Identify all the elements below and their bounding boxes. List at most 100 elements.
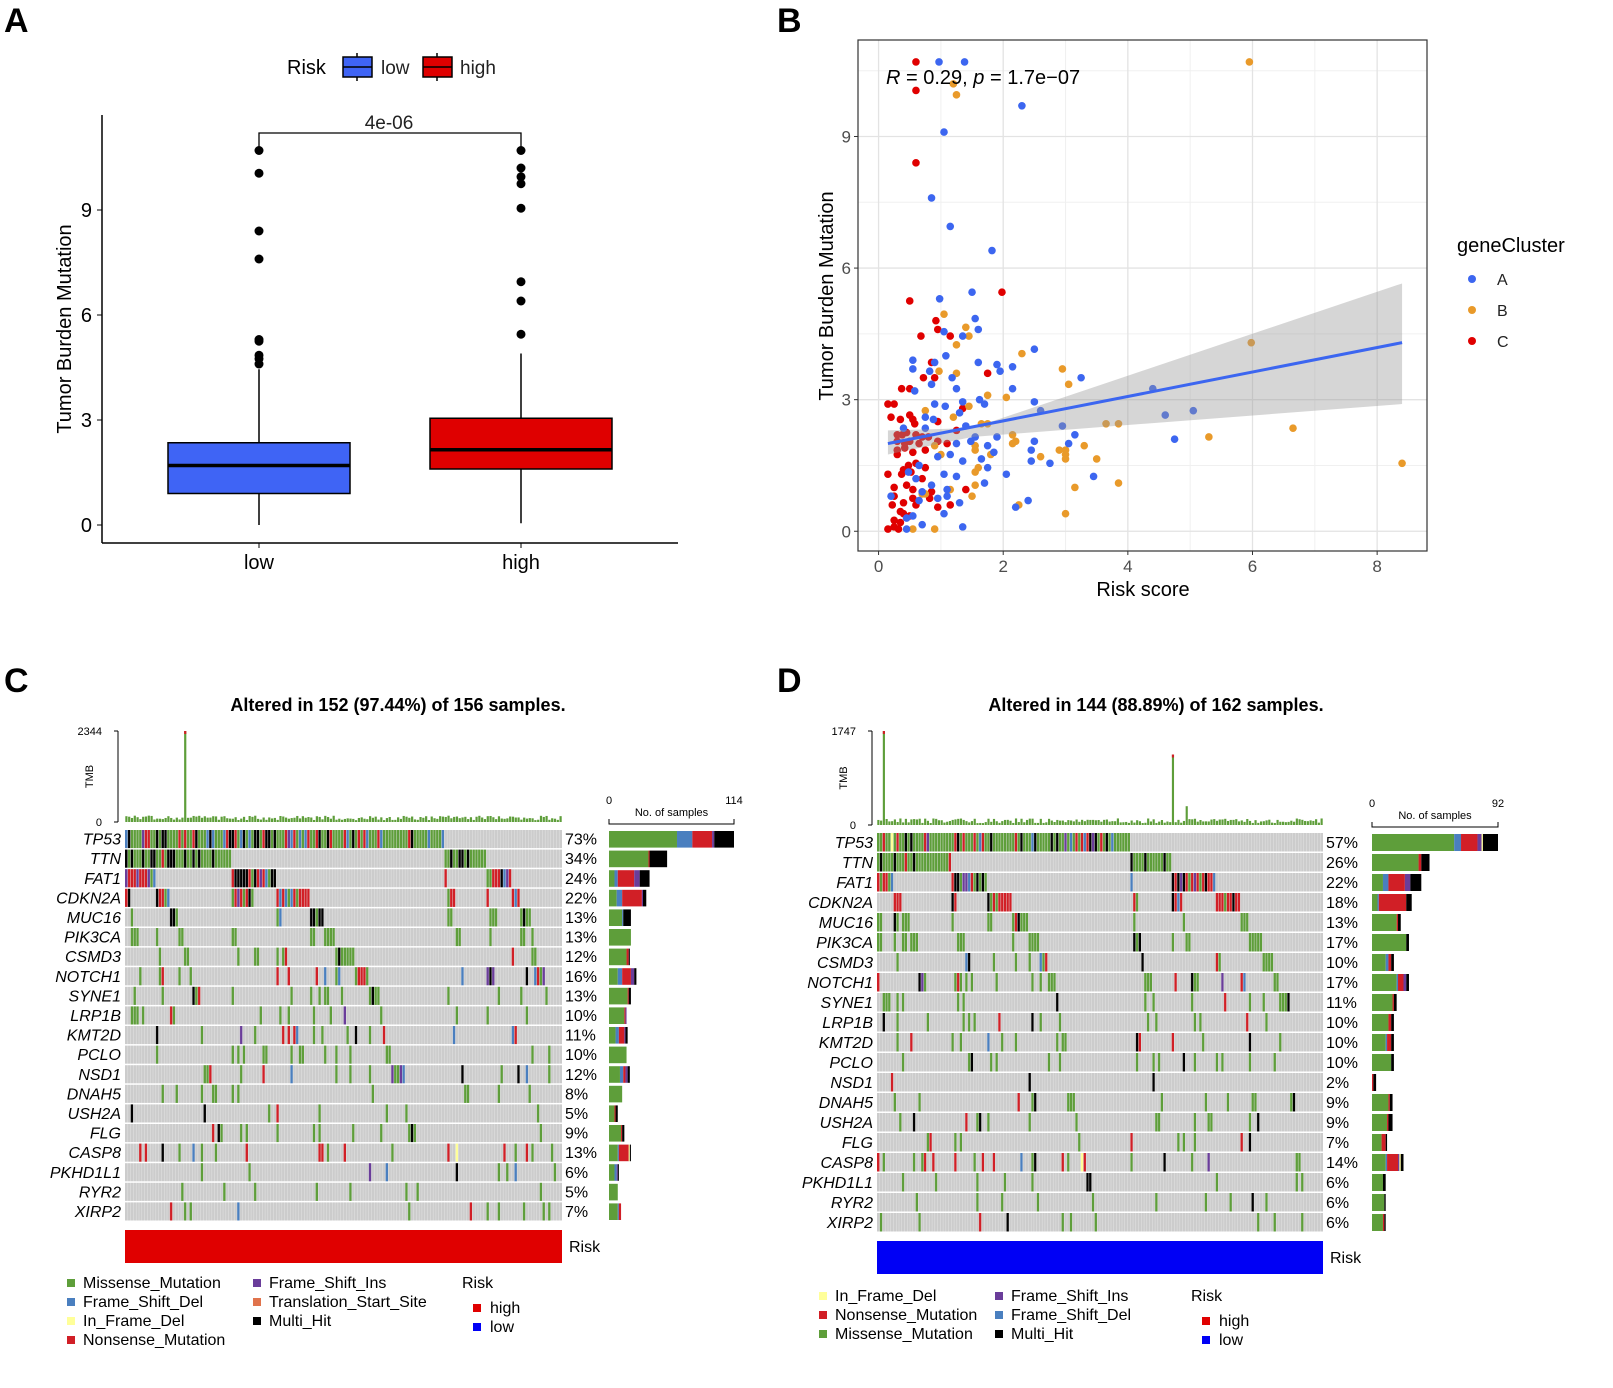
gene-percent: 6%	[1326, 1215, 1349, 1232]
data-point	[1030, 437, 1039, 446]
mutation-cell	[486, 869, 489, 888]
data-point	[940, 327, 948, 336]
tmb-bar	[1246, 818, 1249, 825]
mutation-cell	[239, 1065, 243, 1084]
mutation-cell	[1133, 933, 1136, 952]
tmb-bar	[161, 819, 164, 822]
mutation-cell	[1033, 933, 1037, 952]
mutation-cell	[304, 830, 307, 849]
mutation-cell	[921, 1153, 924, 1172]
mutation-cell	[1127, 833, 1130, 852]
mutation-cell	[360, 830, 363, 849]
tmb-max-label: 1747	[832, 726, 856, 738]
mutation-cell	[461, 1065, 464, 1084]
gene-row-FAT1: FAT1 22%	[836, 873, 1422, 892]
data-point	[910, 387, 919, 395]
mutation-cell	[318, 1143, 321, 1162]
mutation-cell	[984, 833, 987, 852]
data-point	[940, 509, 948, 518]
mutation-cell	[253, 830, 257, 849]
mutation-cell	[262, 1045, 265, 1064]
tmb-bar	[959, 818, 963, 825]
legend-label: Missense_Mutation	[835, 1326, 973, 1343]
mutation-cell	[444, 849, 447, 868]
mutation-cell	[273, 869, 276, 888]
mutation-cell	[181, 849, 184, 868]
mutation-cell	[1157, 1113, 1161, 1132]
mutation-cell	[197, 849, 201, 868]
sample-count-bar-segment	[616, 889, 623, 907]
gene-percent: 13%	[565, 930, 597, 947]
mutation-cell	[962, 873, 965, 892]
mutation-cell	[967, 1053, 971, 1072]
mutation-cell	[466, 1084, 470, 1103]
mutation-cell	[125, 830, 128, 849]
mutation-cell	[192, 849, 195, 868]
annotation-p_text: = 1.7e−07	[984, 67, 1080, 89]
mutation-cell	[491, 908, 495, 927]
data-point	[942, 352, 950, 360]
tmb-bar	[1158, 821, 1161, 825]
mutation-cell	[318, 830, 321, 849]
data-point	[904, 468, 913, 476]
tmb-bar	[1147, 818, 1150, 825]
mutation-cell	[335, 830, 338, 849]
mutation-cell	[265, 830, 268, 849]
sample-count-bar-segment	[609, 987, 628, 1005]
sample-count-bar-segment	[622, 968, 631, 985]
mutation-cell	[1055, 993, 1059, 1012]
mutation-cell	[896, 1013, 899, 1032]
mutation-cell	[469, 849, 473, 868]
mutation-cell	[234, 928, 237, 947]
tmb-bar	[992, 818, 996, 825]
mutation-cell	[206, 1065, 209, 1084]
tmb-bar	[231, 818, 234, 822]
mutation-cell	[1278, 993, 1282, 1012]
mutation-cell	[214, 1084, 218, 1103]
sample-count-bar-segment	[609, 1164, 615, 1181]
outlier-point	[516, 277, 526, 287]
tmb-bar	[178, 819, 181, 822]
tmb-bar	[290, 818, 293, 822]
mutation-cell	[276, 888, 279, 907]
tmb-bar	[147, 815, 150, 822]
outlier-point	[254, 350, 264, 360]
legend-swatch	[253, 1317, 261, 1325]
tmb-bar	[133, 815, 136, 822]
mutation-cell	[934, 833, 938, 852]
tmb-bar	[245, 819, 248, 822]
data-point	[884, 470, 892, 479]
mutation-cell	[915, 1193, 918, 1212]
tmb-bar	[880, 820, 883, 825]
tmb-bar	[520, 819, 523, 822]
tmb-bar-segment	[184, 731, 187, 734]
mutation-cell	[136, 869, 139, 888]
mutation-cell	[136, 1006, 139, 1025]
mutation-cell	[447, 888, 450, 907]
mutation-cell	[503, 869, 506, 888]
mutation-cell	[896, 993, 899, 1012]
data-point	[1008, 430, 1017, 439]
mutation-cell	[494, 869, 498, 888]
data-point	[1064, 380, 1073, 389]
sample-count-bar-segment	[1391, 1034, 1394, 1051]
mutation-cell	[461, 967, 464, 986]
mutation-cell	[1149, 973, 1153, 992]
tmb-bar	[248, 816, 251, 822]
tmb-bar	[1006, 819, 1009, 825]
mutation-cell	[343, 1143, 347, 1162]
data-point	[1058, 422, 1067, 430]
mutation-cell	[893, 833, 896, 852]
mutation-cell	[1210, 1113, 1213, 1132]
legend-item: In_Frame_Del	[67, 1313, 184, 1330]
tmb-bar	[279, 816, 282, 822]
data-point	[915, 439, 923, 448]
data-point	[1289, 424, 1297, 432]
mutation-cell	[1100, 833, 1103, 852]
mutation-cell	[421, 830, 425, 849]
mutation-cell	[259, 869, 262, 888]
mutation-cell	[1028, 953, 1031, 972]
mutation-cell	[995, 1053, 998, 1072]
mutation-cell	[234, 869, 237, 888]
mutation-cell	[239, 869, 243, 888]
